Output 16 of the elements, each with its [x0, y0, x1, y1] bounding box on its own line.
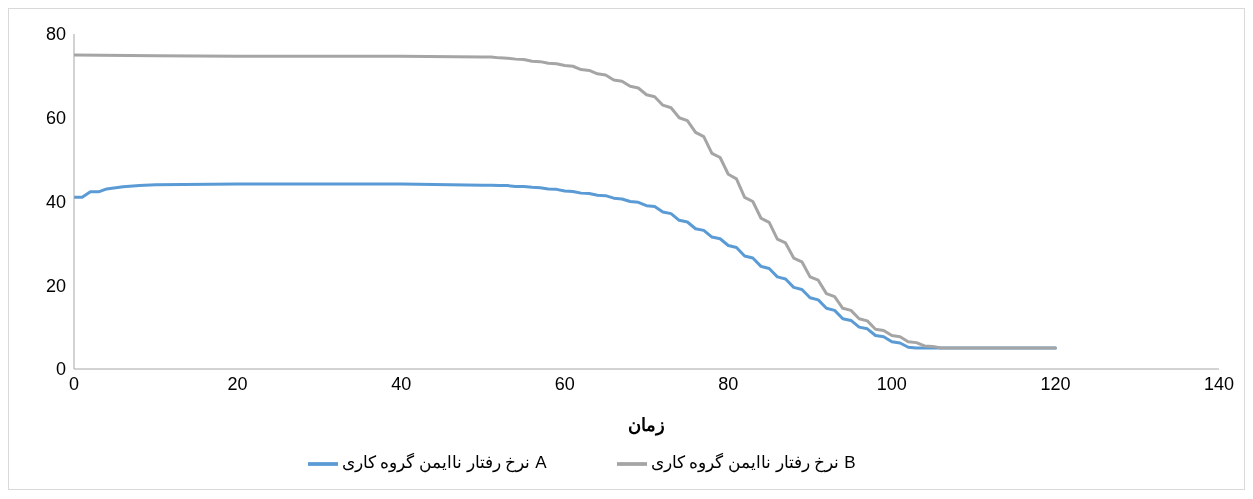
x-tick-label: 0	[68, 373, 80, 394]
x-axis-title: زمان	[628, 415, 665, 436]
legend-label: نرخ رفتار ناایمن گروه کاری A	[341, 453, 547, 473]
x-tick-label: 20	[227, 373, 248, 394]
y-tick-label: 40	[45, 191, 66, 212]
y-tick-label: 0	[55, 359, 66, 380]
y-tick-label: 60	[45, 108, 66, 129]
x-tick-label: 100	[876, 373, 907, 394]
x-tick-label: 80	[718, 373, 739, 394]
x-tick-label: 140	[1203, 373, 1235, 394]
x-tick-label: 120	[1040, 373, 1071, 394]
y-tick-label: 20	[45, 275, 66, 296]
x-tick-label: 60	[554, 373, 575, 394]
legend-label: نرخ رفتار ناایمن گروه کاری B	[650, 453, 856, 473]
y-tick-label: 80	[45, 24, 66, 45]
x-tick-label: 40	[391, 373, 412, 394]
